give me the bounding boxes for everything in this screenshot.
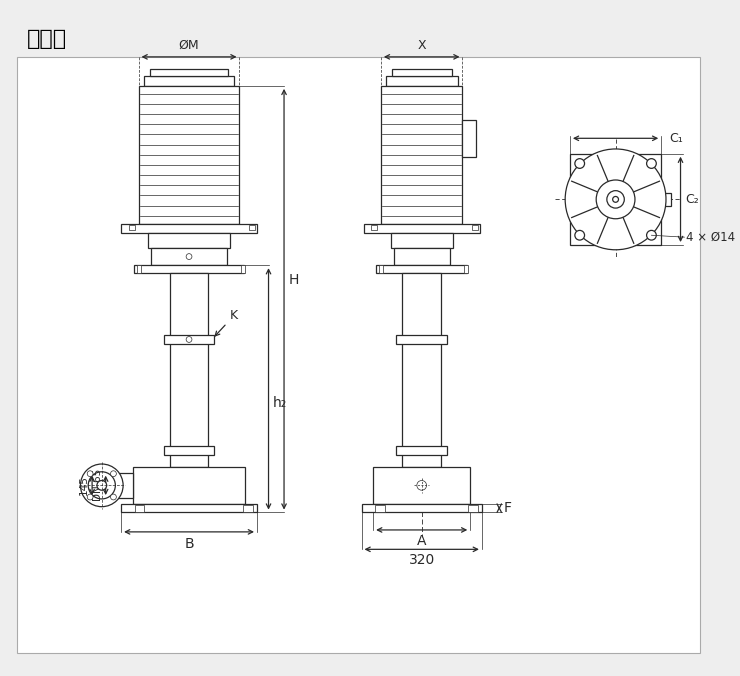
Bar	[397, 445, 447, 456]
Bar	[243, 505, 253, 512]
Bar	[137, 265, 141, 273]
Text: X: X	[417, 39, 426, 52]
Circle shape	[607, 191, 625, 208]
Bar	[403, 273, 441, 467]
Bar	[363, 224, 480, 233]
Text: B: B	[184, 537, 194, 551]
Bar	[371, 224, 377, 231]
Bar	[375, 505, 385, 512]
Text: 4 × Ø14: 4 × Ø14	[686, 231, 736, 243]
Bar	[570, 154, 661, 245]
Bar	[462, 120, 476, 157]
Circle shape	[87, 470, 93, 477]
Bar	[164, 445, 215, 456]
Bar	[144, 76, 234, 86]
Bar	[468, 505, 478, 512]
Bar	[151, 248, 227, 265]
Circle shape	[417, 481, 426, 490]
Text: F: F	[504, 501, 512, 515]
Bar	[129, 224, 135, 231]
Text: K: K	[215, 309, 238, 336]
Bar	[241, 265, 245, 273]
Bar	[134, 265, 244, 273]
Bar	[135, 505, 144, 512]
Circle shape	[613, 197, 619, 202]
Bar	[121, 224, 257, 233]
Text: 尺寸图: 尺寸图	[27, 30, 67, 49]
Circle shape	[87, 494, 93, 500]
Bar	[376, 265, 467, 273]
Circle shape	[596, 180, 635, 219]
Bar	[397, 335, 447, 344]
Circle shape	[97, 481, 107, 490]
Bar	[472, 224, 478, 231]
Text: h₂: h₂	[272, 396, 286, 410]
Circle shape	[565, 149, 666, 250]
Text: DN 65: DN 65	[92, 469, 103, 502]
Circle shape	[575, 231, 585, 240]
Circle shape	[110, 494, 116, 500]
Bar	[132, 467, 245, 504]
Bar	[661, 193, 671, 206]
Bar	[169, 273, 209, 467]
Bar	[249, 224, 255, 231]
Bar	[104, 473, 132, 498]
Bar	[386, 76, 457, 86]
Text: 320: 320	[408, 553, 435, 567]
Text: H: H	[289, 273, 299, 287]
Circle shape	[647, 231, 656, 240]
Bar	[391, 70, 451, 76]
Bar	[362, 504, 482, 512]
Bar	[381, 86, 462, 224]
Text: C₂: C₂	[685, 193, 699, 206]
Circle shape	[110, 470, 116, 477]
Circle shape	[186, 254, 192, 260]
Bar	[379, 265, 383, 273]
Circle shape	[647, 159, 656, 168]
Bar	[150, 70, 228, 76]
Bar	[373, 467, 470, 504]
Text: A: A	[417, 534, 426, 548]
Bar	[164, 335, 215, 344]
Bar	[148, 233, 229, 248]
Circle shape	[186, 337, 192, 342]
Bar	[138, 86, 240, 224]
Text: ØM: ØM	[179, 39, 199, 52]
Bar	[121, 504, 257, 512]
Bar	[391, 233, 453, 248]
Bar	[464, 265, 468, 273]
Text: C₁: C₁	[669, 132, 682, 145]
Circle shape	[81, 464, 123, 507]
Text: 145: 145	[79, 475, 90, 496]
Bar	[394, 248, 450, 265]
Circle shape	[575, 159, 585, 168]
